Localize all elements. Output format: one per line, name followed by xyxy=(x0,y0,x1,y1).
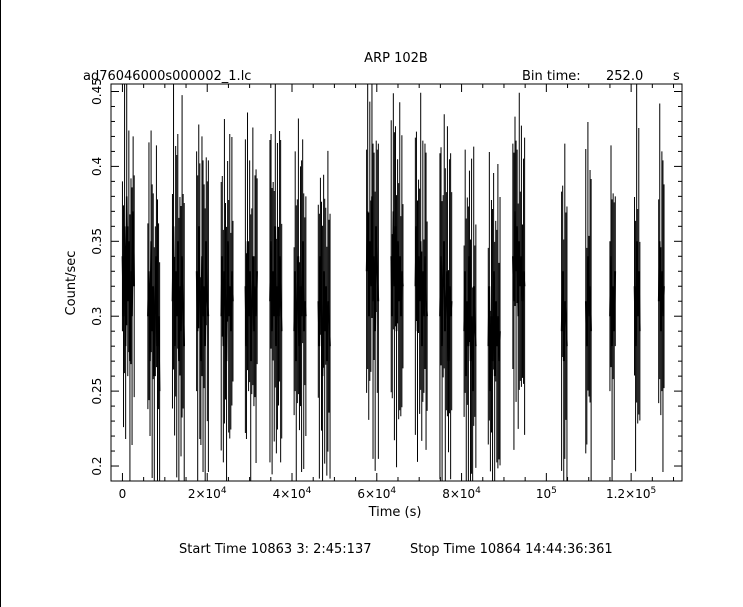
x-axis-ticks: 0 2×104 4×104 6×104 8×104 105 1.2×105 xyxy=(119,84,675,501)
bin-time-label: Bin time: xyxy=(522,69,581,84)
data-segment xyxy=(220,241,234,362)
data-segment xyxy=(609,256,617,347)
data-segment xyxy=(584,256,592,347)
x-tick-label: 4×104 xyxy=(273,486,312,501)
file-name-label: ad76046000s000002_1.lc xyxy=(83,69,251,84)
data-segment xyxy=(439,241,453,362)
x-tick-label: 6×104 xyxy=(357,486,396,501)
data-segment xyxy=(487,271,501,392)
data-segment xyxy=(121,196,135,362)
data-segment xyxy=(244,241,258,362)
y-tick-label: 0.45 xyxy=(90,78,104,105)
x-tick-label: 0 xyxy=(119,487,127,501)
start-time-label: Start Time 10863 3: 2:45:137 xyxy=(179,542,372,557)
chart-title: ARP 102B xyxy=(364,51,428,66)
data-segment xyxy=(365,196,380,332)
data-segment xyxy=(463,256,477,392)
data-segment xyxy=(171,226,186,362)
data-segment xyxy=(147,241,161,392)
bin-time-value: 252.0 xyxy=(606,69,643,84)
y-tick-label: 0.4 xyxy=(90,157,104,176)
x-tick-label: 8×104 xyxy=(442,486,481,501)
x-axis-label: Time (s) xyxy=(368,505,422,520)
bin-time-unit: s xyxy=(673,69,680,84)
data-segment xyxy=(560,271,568,362)
data-segment xyxy=(512,211,526,317)
data-segment xyxy=(633,241,641,347)
light-curve-data xyxy=(121,84,665,481)
y-tick-label: 0.3 xyxy=(90,307,104,326)
data-segment xyxy=(657,241,665,332)
y-tick-label: 0.35 xyxy=(90,228,104,255)
x-tick-label: 105 xyxy=(536,486,557,501)
data-segment xyxy=(195,226,210,362)
stop-time-label: Stop Time 10864 14:44:36:361 xyxy=(410,542,613,557)
y-axis-label: Count/sec xyxy=(64,251,79,316)
x-tick-label: 2×104 xyxy=(188,486,227,501)
plot-frame xyxy=(110,83,683,482)
data-segment xyxy=(414,226,428,347)
y-tick-label: 0.25 xyxy=(90,378,104,405)
data-segment xyxy=(269,226,283,347)
data-segment xyxy=(293,241,307,362)
y-tick-label: 0.2 xyxy=(90,456,104,475)
x-tick-label: 1.2×105 xyxy=(606,486,656,501)
y-axis-ticks: 0.2 0.25 0.3 0.35 0.4 0.45 xyxy=(90,78,682,482)
data-segment xyxy=(317,256,331,377)
data-segment xyxy=(390,211,404,332)
